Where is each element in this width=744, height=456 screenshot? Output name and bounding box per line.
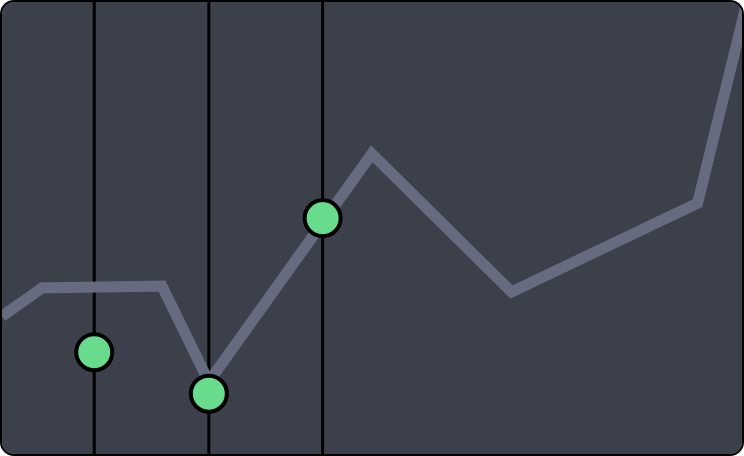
data-point-marker-1 — [74, 332, 115, 373]
data-point-marker-3 — [302, 198, 343, 239]
series-line-1 — [2, 4, 742, 393]
data-point-marker-2 — [188, 373, 229, 414]
